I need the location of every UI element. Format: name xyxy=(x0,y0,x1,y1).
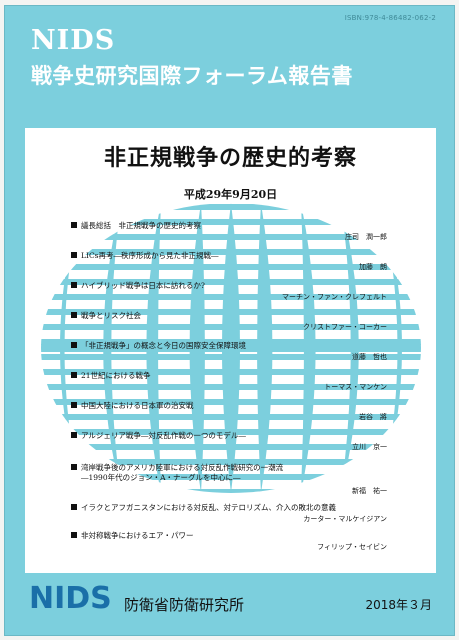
bullet-square-icon xyxy=(71,372,77,378)
publication-date: 2018年３月 xyxy=(365,598,432,612)
toc-entry-author: マーチン・ファン・クレフェルト xyxy=(282,293,387,301)
book-cover: ISBN:978-4-86482-062-2 NIDS 戦争史研究国際フォーラム… xyxy=(5,6,454,635)
toc-title-text: イラクとアフガニスタンにおける対反乱、対テロリズム、介入の敗北の意義 xyxy=(81,503,336,512)
toc-entry-author: トーマス・マンケン xyxy=(324,383,387,391)
toc-entry-title: アルジェリア戦争―対反乱作戦の一つのモデル― xyxy=(71,430,246,441)
toc-title-text: 湾岸戦争後のアメリカ陸軍における対反乱作戦研究の一潮流 xyxy=(81,463,284,472)
bullet-square-icon xyxy=(71,464,77,470)
toc-entry-author: カーター・マルケイジアン xyxy=(303,515,387,523)
toc-entry-title: 議長総括 非正規戦争の歴史的考察 xyxy=(71,220,201,231)
toc-entry-title: 「非正規戦争」の概念と今日の国際安全保障環境 xyxy=(71,340,246,351)
toc-entry-title: 中国大陸における日本軍の治安戦 xyxy=(71,400,194,411)
toc-entry-title: 非対称戦争におけるエア・パワー xyxy=(71,530,194,541)
toc-entry-author: 加藤 朗 xyxy=(359,263,387,271)
bullet-square-icon xyxy=(71,222,77,228)
bullet-square-icon xyxy=(71,252,77,258)
globe-meridian-band xyxy=(341,203,359,493)
book-title: 非正規戦争の歴史的考察 xyxy=(103,145,357,171)
publisher-name: 防衛省防衛研究所 xyxy=(124,596,245,614)
toc-title-text: 「非正規戦争」の概念と今日の国際安全保障環境 xyxy=(81,341,246,350)
toc-entry-author: クリストファー・コーカー xyxy=(303,323,387,331)
toc-entry-title: イラクとアフガニスタンにおける対反乱、対テロリズム、介入の敗北の意義 xyxy=(71,502,336,513)
brand-logo-bottom: NIDS xyxy=(29,581,112,616)
toc-entry-subtitle: ―1990年代のジョン・A・ナーグルを中心に― xyxy=(81,473,241,482)
bullet-square-icon xyxy=(71,532,77,538)
bullet-square-icon xyxy=(71,504,77,510)
toc-entry-title: 戦争とリスク社会 xyxy=(71,310,141,321)
bullet-square-icon xyxy=(71,432,77,438)
toc-title-text: アルジェリア戦争―対反乱作戦の一つのモデル― xyxy=(81,431,246,440)
toc-title-text: 議長総括 非正規戦争の歴史的考察 xyxy=(81,221,201,230)
toc-entry-author: 庄司 潤一郎 xyxy=(345,233,387,241)
isbn-label: ISBN:978-4-86482-062-2 xyxy=(344,14,436,22)
toc-entry-title: 21世紀における戦争 xyxy=(71,370,151,381)
globe-meridian-band xyxy=(103,203,121,493)
bullet-square-icon xyxy=(71,342,77,348)
toc-title-text: ハイブリッド戦争は日本に訪れるか? xyxy=(81,281,205,290)
series-title: 戦争史研究国際フォーラム報告書 xyxy=(31,63,353,88)
toc-entry-author: 立川 京一 xyxy=(352,443,387,451)
toc-entry-author: 道藤 哲也 xyxy=(352,353,387,361)
bullet-square-icon xyxy=(71,312,77,318)
brand-logo-top: NIDS xyxy=(31,25,116,56)
toc-entry-title: ハイブリッド戦争は日本に訪れるか? xyxy=(71,280,205,291)
globe-graphic xyxy=(41,203,421,493)
toc-entry-author: フィリップ・セイビン xyxy=(317,543,387,551)
forum-date: 平成29年9月20日 xyxy=(183,188,278,201)
bullet-square-icon xyxy=(71,282,77,288)
globe-equator-band xyxy=(41,344,421,352)
bullet-square-icon xyxy=(71,402,77,408)
toc-entry-title: LICs再考―秩序形成から見た非正規戦― xyxy=(71,250,219,261)
toc-title-text: 戦争とリスク社会 xyxy=(81,311,141,320)
toc-entry-author: 新福 祐一 xyxy=(352,487,387,495)
toc-title-text: 非対称戦争におけるエア・パワー xyxy=(81,531,194,540)
title-panel: 非正規戦争の歴史的考察 平成29年9月20日 議長総括 非正規戦争の歴史的考察庄… xyxy=(25,128,436,573)
toc-title-text: 21世紀における戦争 xyxy=(81,371,151,380)
toc-title-text: 中国大陸における日本軍の治安戦 xyxy=(81,401,194,410)
toc-title-text: LICs再考―秩序形成から見た非正規戦― xyxy=(81,251,219,260)
toc-entry-author: 岩谷 將 xyxy=(359,413,387,421)
toc-entry-title: 湾岸戦争後のアメリカ陸軍における対反乱作戦研究の一潮流 xyxy=(71,462,283,473)
